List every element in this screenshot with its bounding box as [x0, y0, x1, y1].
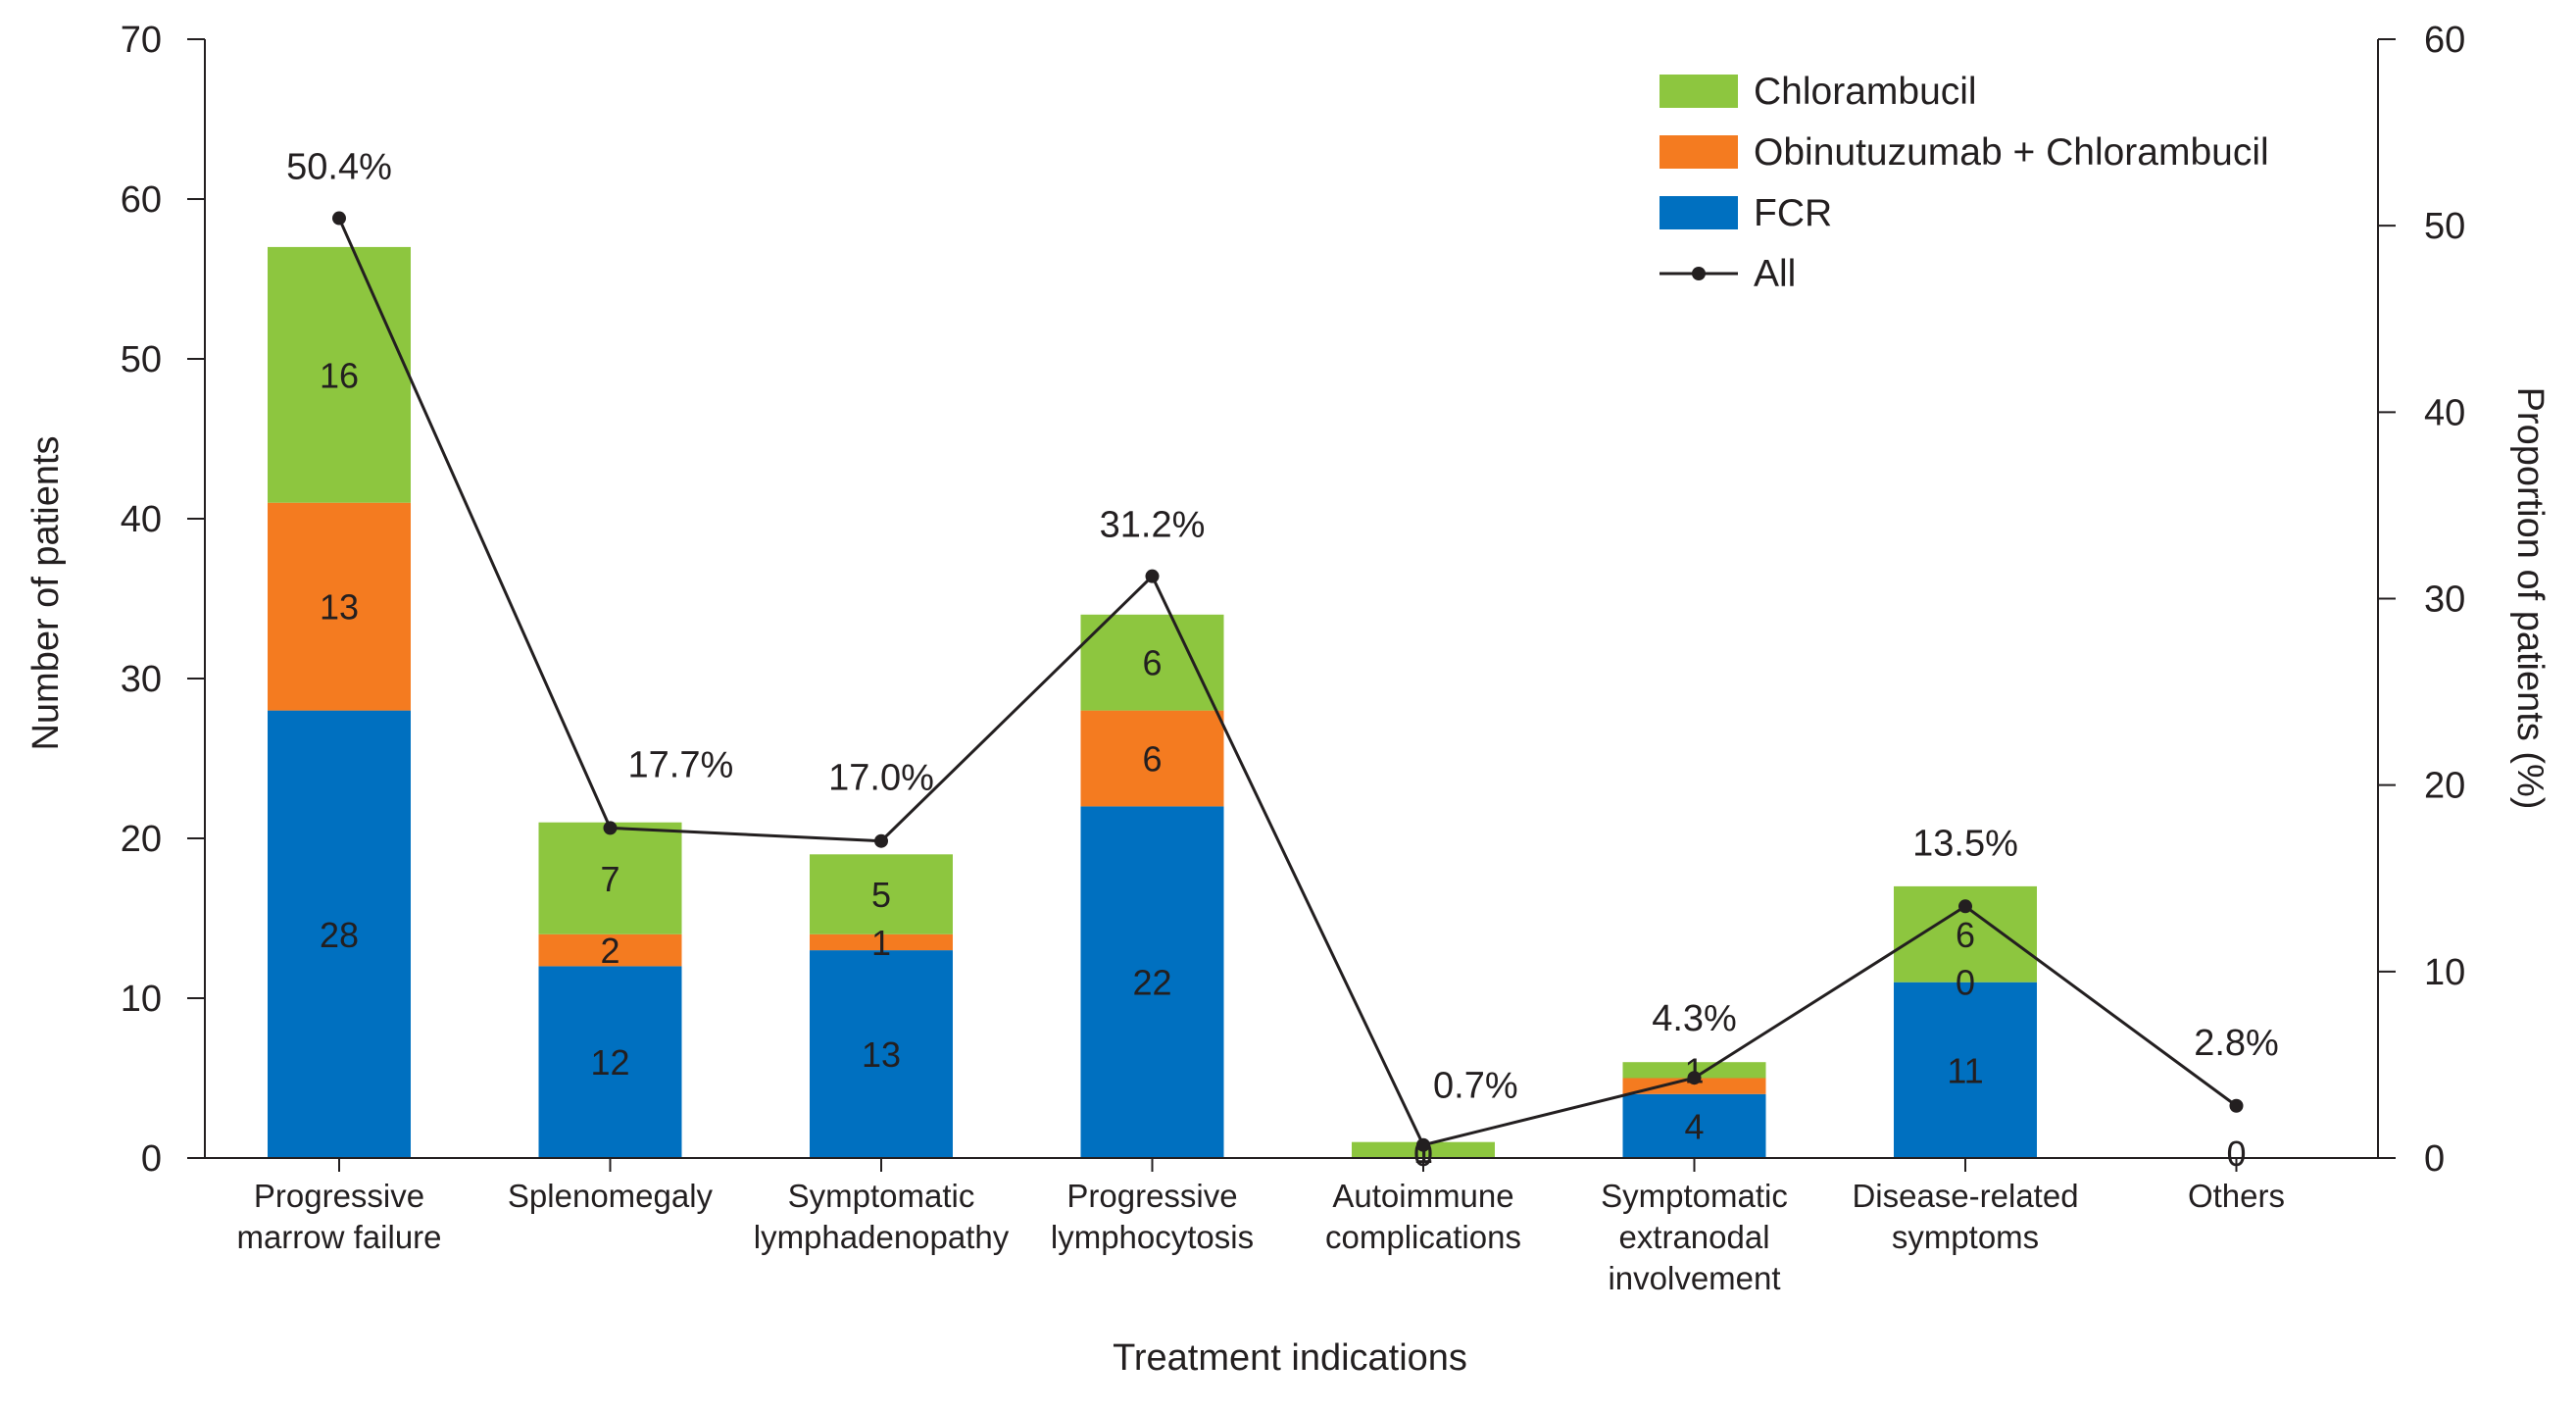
proportion-label: 2.8%	[2194, 1023, 2279, 1064]
bars-layer	[268, 246, 2037, 1158]
proportion-point	[1145, 569, 1160, 583]
bar-segment	[538, 966, 682, 1158]
y-tick-label: 0	[141, 1138, 162, 1180]
proportion-point	[1687, 1071, 1702, 1085]
y-tick-label: 20	[121, 819, 162, 860]
proportion-point	[874, 833, 888, 848]
proportion-label: 50.4%	[286, 147, 392, 188]
bar-value-label: 4	[1684, 1106, 1704, 1146]
y2-tick-label: 20	[2424, 766, 2465, 807]
x-axis-title: Treatment indications	[1113, 1337, 1467, 1379]
segment-labels-layer: 281316122713152266014111060	[320, 355, 2247, 1174]
legend: Chlorambucil Obinutuzumab + Chlorambucil F…	[1660, 71, 2269, 295]
y-tick-label: 60	[121, 179, 162, 221]
bar-value-label: 6	[1956, 915, 1975, 955]
y-axis-title: Number of patients	[25, 435, 67, 750]
bar-value-label: 13	[862, 1034, 901, 1075]
legend-marker	[1692, 267, 1706, 280]
y-tick-label: 10	[121, 979, 162, 1020]
x-tick-label: Autoimmune complications	[1325, 1178, 1521, 1255]
y2-tick-label: 10	[2424, 952, 2465, 993]
y-tick-label: 50	[121, 339, 162, 380]
bar-value-label: 0	[1956, 963, 1975, 1003]
legend-swatch	[1660, 135, 1738, 169]
y-tick-label: 70	[121, 20, 162, 61]
x-tick-label: Symptomatic lymphadenopathy	[754, 1178, 1010, 1255]
bar-segment	[1080, 806, 1224, 1158]
y2-tick-label: 30	[2424, 580, 2465, 621]
bar-segment	[810, 854, 953, 934]
bar-segment	[1622, 1062, 1766, 1079]
y2-tick-label: 40	[2424, 392, 2465, 433]
proportion-label: 31.2%	[1100, 505, 1206, 546]
x-tick-label: Progressive marrow failure	[236, 1178, 441, 1255]
bar-segment	[268, 710, 411, 1158]
x-tick-label: Splenomegaly	[508, 1178, 714, 1214]
bar-value-label: 11	[1947, 1050, 1983, 1090]
bar-value-label: 7	[600, 859, 619, 899]
bar-segment	[810, 933, 953, 951]
bar-segment	[1894, 982, 2037, 1158]
proportion-point	[1958, 899, 1972, 914]
x-tick-label: Progressive lymphocytosis	[1051, 1178, 1254, 1255]
bar-value-label: 16	[320, 355, 359, 395]
bar-value-label: 12	[590, 1042, 629, 1083]
proportion-label: 0.7%	[1433, 1066, 1518, 1107]
proportion-point	[1416, 1137, 1430, 1152]
y2-tick-label: 60	[2424, 20, 2465, 61]
proportion-line	[337, 217, 2238, 1147]
bar-value-label: 13	[320, 587, 359, 628]
legend-label: FCR	[1754, 192, 1832, 234]
bar-segment	[1622, 1093, 1766, 1158]
x-tick-label: Symptomatic extranodal involvement	[1601, 1178, 1788, 1296]
bar-value-label: 22	[1132, 963, 1171, 1003]
y2-tick-label: 0	[2424, 1138, 2445, 1180]
bar-value-label: 2	[600, 931, 619, 971]
proportion-point	[332, 211, 346, 226]
bar-value-label: 6	[1142, 739, 1162, 780]
y2-tick-label: 50	[2424, 206, 2465, 247]
legend-swatch	[1660, 75, 1738, 108]
bar-segment	[538, 822, 682, 934]
bar-value-label: 0	[2226, 1134, 2246, 1174]
proportion-label: 4.3%	[1652, 998, 1737, 1039]
bar-value-label: 5	[871, 875, 891, 915]
bar-segment	[1080, 614, 1224, 711]
x-tick-label: Disease-related symptoms	[1852, 1178, 2078, 1255]
legend-label: Obinutuzumab + Chlorambucil	[1754, 131, 2269, 174]
proportion-line-layer: 50.4% 17.7% 17.0% 31.2% 0.7% 4.3% 13.5% 2.8%	[286, 147, 2279, 1152]
legend-swatch	[1660, 196, 1738, 229]
proportion-label: 17.0%	[828, 758, 934, 799]
bar-segment	[268, 246, 411, 503]
legend-label: Chlorambucil	[1754, 71, 1977, 113]
y2-axis-title: Proportion of patients (%)	[2509, 387, 2551, 810]
bar-segment	[1622, 1078, 1766, 1094]
bar-value-label: 28	[320, 915, 359, 955]
bar-value-label: 6	[1142, 643, 1162, 683]
bar-segment	[1080, 710, 1224, 807]
y-tick-label: 40	[121, 499, 162, 540]
legend-label: All	[1754, 253, 1796, 295]
proportion-point	[603, 821, 618, 835]
bar-segment	[268, 502, 411, 711]
proportion-label: 13.5%	[1912, 823, 2018, 864]
bar-value-label: 1	[871, 923, 891, 963]
bar-segment	[538, 933, 682, 967]
x-tick-label: Others	[2188, 1178, 2285, 1214]
bar-segment	[810, 950, 953, 1158]
proportion-point	[2229, 1098, 2244, 1113]
proportion-label: 17.7%	[628, 744, 734, 785]
y-tick-label: 30	[121, 659, 162, 700]
